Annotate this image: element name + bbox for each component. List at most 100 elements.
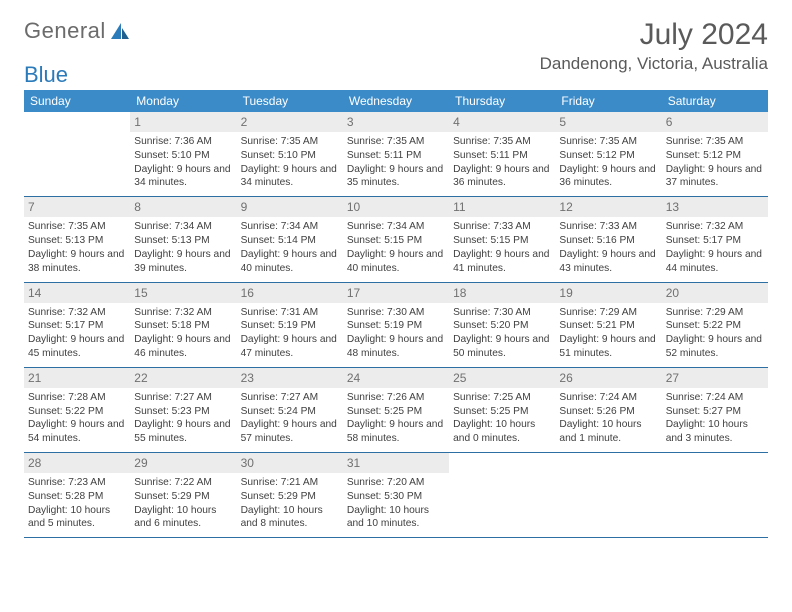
day-number: 3 (343, 112, 449, 132)
day-details: Sunrise: 7:32 AMSunset: 5:17 PMDaylight:… (666, 220, 764, 275)
calendar-day-cell: 26 Sunrise: 7:24 AMSunset: 5:26 PMDayligh… (555, 367, 661, 452)
day-number: 20 (662, 283, 768, 303)
day-details: Sunrise: 7:21 AMSunset: 5:29 PMDaylight:… (241, 476, 339, 531)
day-details: Sunrise: 7:34 AMSunset: 5:15 PMDaylight:… (347, 220, 445, 275)
calendar-day-cell: 19 Sunrise: 7:29 AMSunset: 5:21 PMDayligh… (555, 282, 661, 367)
day-number: 18 (449, 283, 555, 303)
calendar-day-cell (24, 112, 130, 197)
calendar-week-row: 28Sunrise: 7:23 AMSunset: 5:28 PMDayligh… (24, 453, 768, 538)
calendar-day-cell: 16Sunrise: 7:31 AMSunset: 5:19 PMDayligh… (237, 282, 343, 367)
calendar-header-row: Sunday Monday Tuesday Wednesday Thursday… (24, 90, 768, 112)
day-number: 24 (343, 368, 449, 388)
day-number: 28 (24, 453, 130, 473)
day-number: 25 (449, 368, 555, 388)
day-number: 2 (237, 112, 343, 132)
day-details: Sunrise: 7:32 AMSunset: 5:18 PMDaylight:… (134, 306, 232, 361)
day-details: Sunrise: 7:26 AMSunset: 5:25 PMDaylight:… (347, 391, 445, 446)
day-number: 10 (343, 197, 449, 217)
calendar-day-cell: 22 Sunrise: 7:27 AMSunset: 5:23 PMDayligh… (130, 367, 236, 452)
logo-text-1: General (24, 18, 106, 44)
calendar-day-cell: 14 Sunrise: 7:32 AMSunset: 5:17 PMDayligh… (24, 282, 130, 367)
calendar-day-cell: 7Sunrise: 7:35 AMSunset: 5:13 PMDaylight… (24, 197, 130, 282)
day-number: 14 (24, 283, 130, 303)
day-details: Sunrise: 7:36 AMSunset: 5:10 PMDaylight:… (134, 135, 232, 190)
calendar-day-cell: 24 Sunrise: 7:26 AMSunset: 5:25 PMDayligh… (343, 367, 449, 452)
calendar-day-cell: 31Sunrise: 7:20 AMSunset: 5:30 PMDayligh… (343, 453, 449, 538)
day-details: Sunrise: 7:35 AMSunset: 5:11 PMDaylight:… (347, 135, 445, 190)
day-number: 7 (24, 197, 130, 217)
day-details: Sunrise: 7:35 AMSunset: 5:12 PMDaylight:… (559, 135, 657, 190)
day-number: 26 (555, 368, 661, 388)
calendar-day-cell: 25 Sunrise: 7:25 AMSunset: 5:25 PMDayligh… (449, 367, 555, 452)
day-header: Thursday (449, 90, 555, 112)
day-header: Tuesday (237, 90, 343, 112)
day-details: Sunrise: 7:24 AMSunset: 5:26 PMDaylight:… (559, 391, 657, 446)
calendar-day-cell: 3 Sunrise: 7:35 AMSunset: 5:11 PMDaylight… (343, 112, 449, 197)
day-number: 4 (449, 112, 555, 132)
day-details: Sunrise: 7:24 AMSunset: 5:27 PMDaylight:… (666, 391, 764, 446)
day-header: Sunday (24, 90, 130, 112)
day-number: 8 (130, 197, 236, 217)
calendar-week-row: 14 Sunrise: 7:32 AMSunset: 5:17 PMDayligh… (24, 282, 768, 367)
day-number: 6 (662, 112, 768, 132)
day-details: Sunrise: 7:35 AMSunset: 5:12 PMDaylight:… (666, 135, 764, 190)
day-number: 9 (237, 197, 343, 217)
day-details: Sunrise: 7:35 AMSunset: 5:10 PMDaylight:… (241, 135, 339, 190)
calendar-day-cell (449, 453, 555, 538)
calendar-day-cell: 15 Sunrise: 7:32 AMSunset: 5:18 PMDayligh… (130, 282, 236, 367)
day-number: 12 (555, 197, 661, 217)
day-number: 23 (237, 368, 343, 388)
month-title: July 2024 (540, 18, 768, 52)
day-number: 5 (555, 112, 661, 132)
day-number: 11 (449, 197, 555, 217)
day-header: Wednesday (343, 90, 449, 112)
calendar-week-row: 7Sunrise: 7:35 AMSunset: 5:13 PMDaylight… (24, 197, 768, 282)
day-number: 17 (343, 283, 449, 303)
day-details: Sunrise: 7:35 AMSunset: 5:11 PMDaylight:… (453, 135, 551, 190)
calendar-day-cell: 5 Sunrise: 7:35 AMSunset: 5:12 PMDaylight… (555, 112, 661, 197)
calendar-day-cell: 30 Sunrise: 7:21 AMSunset: 5:29 PMDayligh… (237, 453, 343, 538)
day-number: 30 (237, 453, 343, 473)
calendar-day-cell: 1Sunrise: 7:36 AMSunset: 5:10 PMDaylight… (130, 112, 236, 197)
calendar-day-cell: 12Sunrise: 7:33 AMSunset: 5:16 PMDayligh… (555, 197, 661, 282)
day-details: Sunrise: 7:30 AMSunset: 5:19 PMDaylight:… (347, 306, 445, 361)
day-details: Sunrise: 7:27 AMSunset: 5:23 PMDaylight:… (134, 391, 232, 446)
day-details: Sunrise: 7:25 AMSunset: 5:25 PMDaylight:… (453, 391, 551, 446)
logo: General (24, 18, 130, 44)
calendar-day-cell: 10 Sunrise: 7:34 AMSunset: 5:15 PMDayligh… (343, 197, 449, 282)
day-details: Sunrise: 7:32 AMSunset: 5:17 PMDaylight:… (28, 306, 126, 361)
calendar-day-cell: 6 Sunrise: 7:35 AMSunset: 5:12 PMDaylight… (662, 112, 768, 197)
calendar-day-cell: 18Sunrise: 7:30 AMSunset: 5:20 PMDayligh… (449, 282, 555, 367)
logo-sail-icon (110, 22, 130, 40)
day-number: 21 (24, 368, 130, 388)
calendar-day-cell: 11Sunrise: 7:33 AMSunset: 5:15 PMDayligh… (449, 197, 555, 282)
calendar-day-cell: 17 Sunrise: 7:30 AMSunset: 5:19 PMDayligh… (343, 282, 449, 367)
day-number: 22 (130, 368, 236, 388)
calendar-day-cell: 9Sunrise: 7:34 AMSunset: 5:14 PMDaylight… (237, 197, 343, 282)
calendar-week-row: 21 Sunrise: 7:28 AMSunset: 5:22 PMDayligh… (24, 367, 768, 452)
calendar-day-cell: 13 Sunrise: 7:32 AMSunset: 5:17 PMDayligh… (662, 197, 768, 282)
day-number: 27 (662, 368, 768, 388)
day-details: Sunrise: 7:27 AMSunset: 5:24 PMDaylight:… (241, 391, 339, 446)
day-details: Sunrise: 7:22 AMSunset: 5:29 PMDaylight:… (134, 476, 232, 531)
calendar-day-cell (662, 453, 768, 538)
day-number: 13 (662, 197, 768, 217)
day-number: 15 (130, 283, 236, 303)
day-details: Sunrise: 7:29 AMSunset: 5:22 PMDaylight:… (666, 306, 764, 361)
calendar-day-cell: 29 Sunrise: 7:22 AMSunset: 5:29 PMDayligh… (130, 453, 236, 538)
day-details: Sunrise: 7:34 AMSunset: 5:13 PMDaylight:… (134, 220, 232, 275)
calendar-day-cell: 2 Sunrise: 7:35 AMSunset: 5:10 PMDaylight… (237, 112, 343, 197)
calendar-day-cell: 23 Sunrise: 7:27 AMSunset: 5:24 PMDayligh… (237, 367, 343, 452)
calendar-day-cell: 20 Sunrise: 7:29 AMSunset: 5:22 PMDayligh… (662, 282, 768, 367)
day-header: Monday (130, 90, 236, 112)
day-number: 29 (130, 453, 236, 473)
day-details: Sunrise: 7:28 AMSunset: 5:22 PMDaylight:… (28, 391, 126, 446)
calendar-week-row: 1Sunrise: 7:36 AMSunset: 5:10 PMDaylight… (24, 112, 768, 197)
day-number: 19 (555, 283, 661, 303)
calendar-day-cell: 21 Sunrise: 7:28 AMSunset: 5:22 PMDayligh… (24, 367, 130, 452)
day-details: Sunrise: 7:29 AMSunset: 5:21 PMDaylight:… (559, 306, 657, 361)
day-number: 31 (343, 453, 449, 473)
calendar-table: Sunday Monday Tuesday Wednesday Thursday… (24, 90, 768, 538)
calendar-day-cell (555, 453, 661, 538)
logo-text-2: Blue (24, 62, 768, 88)
